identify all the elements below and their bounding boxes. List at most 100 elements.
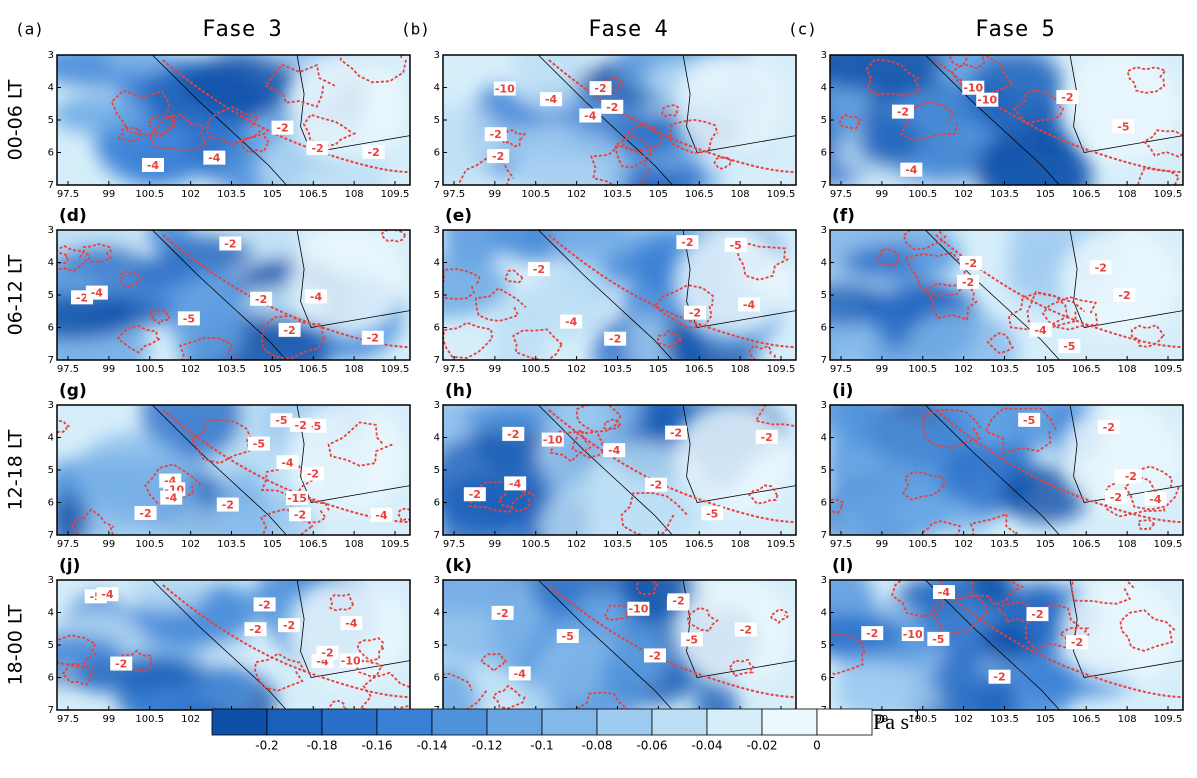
- shade-blob: [107, 55, 173, 75]
- contour-label-box: [738, 297, 761, 312]
- x-tick-label: 99: [489, 539, 502, 550]
- x-tick-label: 106.5: [685, 364, 714, 375]
- y-tick-label: 5: [821, 115, 827, 126]
- contour: [620, 491, 688, 535]
- contour: [996, 600, 1033, 624]
- map-field: [443, 580, 796, 710]
- contour: [902, 230, 947, 251]
- contour: [498, 486, 537, 513]
- contour: [935, 409, 1183, 523]
- shade-blob: [539, 625, 605, 703]
- contour-label: -4: [584, 109, 597, 122]
- shade-blob: [830, 484, 959, 535]
- contour-label-box: [134, 506, 157, 521]
- shade-blob: [185, 55, 300, 118]
- contour-label-box: [288, 507, 311, 522]
- row-label: 00-06 LT: [5, 79, 27, 160]
- contour-label-box: [1097, 420, 1120, 435]
- contour-label: -2: [965, 257, 977, 270]
- x-tick-label: 100.5: [135, 189, 164, 200]
- contour: [475, 287, 527, 322]
- shade-blob: [531, 580, 582, 613]
- contour: [919, 520, 961, 535]
- contour-label: -2: [76, 291, 88, 304]
- contour-label: -5: [1117, 120, 1129, 133]
- shade-blob: [966, 55, 1070, 137]
- contour-label: -2: [1110, 491, 1122, 504]
- y-tick-label: 6: [821, 323, 827, 334]
- contour-label: -2: [258, 598, 270, 611]
- y-tick-label: 4: [821, 83, 827, 94]
- y-tick-label: 4: [48, 83, 54, 94]
- colorbar-box: [211, 708, 268, 736]
- shade-light: [1059, 55, 1180, 162]
- x-tick-label: 108: [1118, 714, 1137, 725]
- contour-label: -5: [275, 414, 287, 427]
- panel-label: (k): [445, 556, 472, 576]
- contour-label-box: [680, 632, 703, 647]
- contour-label: -2: [255, 293, 267, 306]
- contour: [935, 584, 1183, 698]
- colorbar-tick-label: -0.06: [636, 739, 667, 753]
- contour-label-box: [540, 92, 563, 107]
- contour: [902, 471, 946, 501]
- y-tick-label: 5: [434, 115, 440, 126]
- contour-label-box: [755, 429, 778, 444]
- contour-label: -2: [649, 649, 661, 662]
- contour-label-box: [1058, 338, 1081, 353]
- contour-label-box: [216, 497, 239, 512]
- contour-label-box: [96, 587, 119, 602]
- shade-blob: [542, 261, 604, 299]
- contour-label-box: [278, 618, 301, 633]
- contour: [356, 659, 384, 678]
- x-tick-label: 97.5: [830, 364, 852, 375]
- contour-label: -2: [368, 146, 380, 159]
- contour-label-box: [247, 436, 270, 451]
- y-tick-label: 6: [434, 148, 440, 159]
- contour: [327, 421, 393, 467]
- coastline: [925, 580, 1060, 710]
- contour: [986, 332, 1014, 354]
- x-tick-label: 105: [1036, 189, 1055, 200]
- contour: [339, 55, 407, 84]
- colorbar-box: [816, 708, 873, 736]
- y-tick-label: 7: [48, 705, 54, 716]
- shade-blob: [199, 664, 256, 710]
- coastline: [152, 230, 287, 360]
- coastline: [1069, 230, 1183, 328]
- x-tick-label: 106.5: [1072, 539, 1101, 550]
- contour-label: -2: [1061, 91, 1073, 104]
- contour-label: -2: [1118, 289, 1130, 302]
- contour: [1070, 580, 1136, 605]
- x-tick-label: 99: [103, 189, 116, 200]
- shade-blob: [830, 282, 889, 325]
- x-tick-label: 102: [181, 714, 200, 725]
- shade-blob: [858, 117, 921, 167]
- shade-blob: [57, 636, 121, 667]
- x-tick-label: 105: [649, 189, 668, 200]
- shade-blob: [462, 405, 552, 433]
- y-tick-label: 4: [48, 608, 54, 619]
- x-tick-label: 99: [103, 539, 116, 550]
- contour-label-box: [362, 144, 385, 159]
- shade-light: [1059, 230, 1180, 337]
- colorbar-box: [651, 708, 708, 736]
- contour-label: -5: [932, 633, 944, 646]
- coastline: [538, 405, 673, 535]
- contour: [735, 242, 789, 281]
- contour: [263, 63, 336, 108]
- y-tick-label: 4: [48, 258, 54, 269]
- x-tick-label: 105: [1036, 714, 1055, 725]
- contour-label: -10: [963, 82, 983, 95]
- contour: [1026, 290, 1086, 332]
- map-field: [830, 230, 1183, 360]
- contour-label-box: [959, 256, 982, 271]
- x-tick-label: 97.5: [57, 539, 79, 550]
- contour-label: -5: [1063, 340, 1075, 353]
- shade-blob: [171, 279, 246, 360]
- y-tick-label: 3: [48, 575, 54, 586]
- x-tick-label: 102: [954, 189, 973, 200]
- map-panel: -2 -4-5-2-2-4-2-297.5 99 100.5 102 103.5 105 10…: [48, 225, 411, 375]
- y-tick-label: 6: [48, 673, 54, 684]
- contour: [575, 405, 622, 433]
